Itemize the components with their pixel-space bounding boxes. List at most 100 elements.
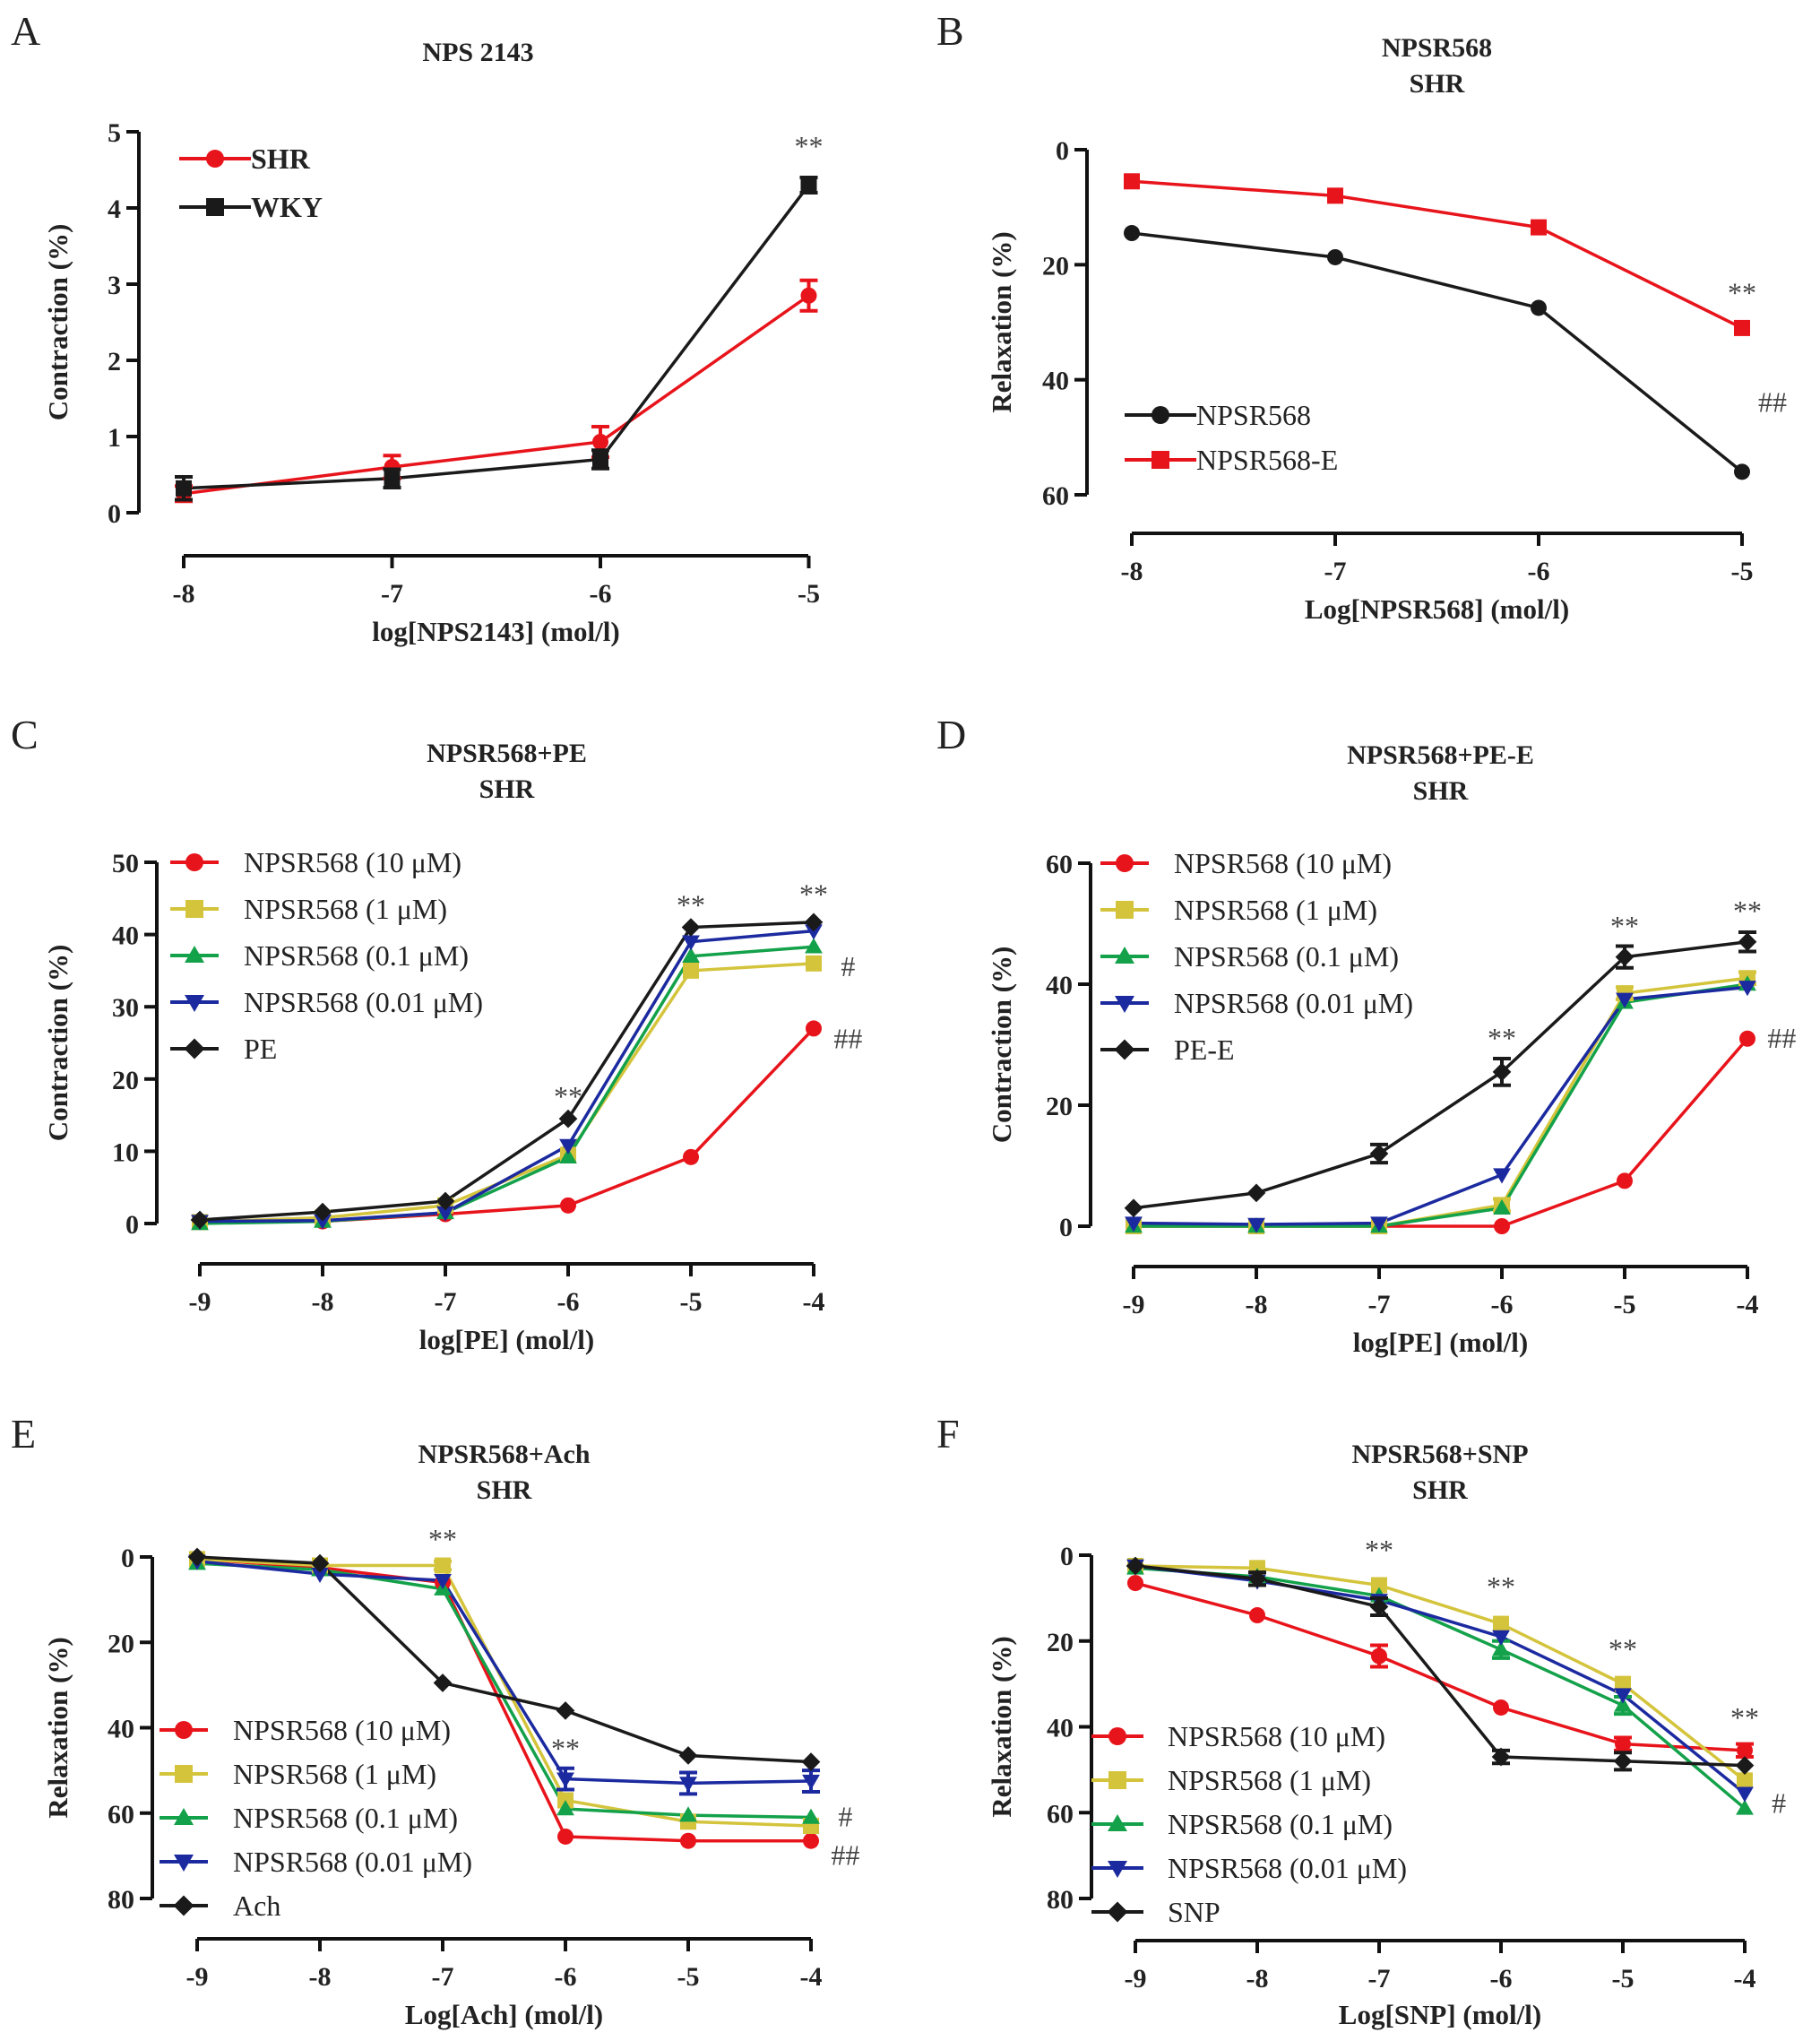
x-tick-label: -8	[1246, 1290, 1268, 1319]
data-point	[559, 1138, 577, 1155]
data-point	[1736, 1799, 1754, 1815]
x-tick-label: -5	[798, 579, 820, 609]
data-point	[1615, 1675, 1631, 1692]
data-point	[1370, 1216, 1388, 1232]
legend-label: SNP	[1168, 1896, 1221, 1928]
series-line	[183, 184, 810, 490]
data-point	[806, 1020, 822, 1037]
y-tick-label: 3	[108, 271, 121, 300]
data-point	[682, 947, 700, 963]
significance-annotation: #	[1772, 1787, 1786, 1820]
significance-annotation: **	[1487, 1570, 1515, 1603]
y-tick-label: 40	[1047, 1714, 1074, 1743]
series-line	[199, 929, 815, 1224]
y-tick-label: 1	[108, 423, 121, 453]
y-tick-label: 20	[1042, 251, 1069, 281]
series-1	[196, 1557, 812, 1828]
legend-marker-icon	[185, 995, 204, 1012]
legend-item: SNP	[1091, 1896, 1221, 1928]
legend-marker-icon	[1108, 1814, 1127, 1831]
legend-marker-icon	[1115, 996, 1134, 1013]
significance-annotation: **	[1488, 1022, 1516, 1054]
y-axis-label: Relaxation (%)	[42, 1637, 73, 1818]
legend-item: NPSR568 (0.1 μM)	[1091, 1808, 1393, 1840]
y-tick-label: 20	[108, 1629, 134, 1658]
data-point	[1369, 1144, 1389, 1163]
significance-annotation: **	[799, 878, 828, 910]
data-point	[683, 1148, 699, 1165]
y-tick-label: 0	[1060, 1542, 1074, 1571]
legend-item: NPSR568 (0.01 μM)	[160, 1846, 472, 1878]
legend-item: NPSR568 (0.01 μM)	[170, 986, 483, 1018]
data-point	[436, 1191, 455, 1211]
x-tick-label: -4	[800, 1962, 823, 1992]
data-point	[592, 433, 608, 450]
legend-label: PE	[244, 1033, 277, 1065]
legend-label: NPSR568 (10 μM)	[233, 1714, 451, 1746]
legend-item: NPSR568 (1 μM)	[160, 1758, 436, 1790]
data-point	[1492, 1630, 1510, 1646]
data-point	[1615, 947, 1635, 966]
y-tick-label: 20	[1046, 1092, 1073, 1121]
series-line	[200, 1027, 815, 1224]
data-point	[1124, 173, 1140, 190]
series-1	[183, 184, 810, 490]
data-point	[1739, 1030, 1755, 1047]
legend-marker-icon	[174, 1855, 194, 1872]
significance-annotation: ##	[1758, 385, 1787, 418]
x-tick-label: -7	[432, 1962, 454, 1992]
chart-panel-e: E NPSR568+Ach SHR 0 20 40 60 80 -9 -8 -7 -6 -5 -4 Log[…	[11, 1411, 859, 2030]
legend-marker-icon	[206, 150, 224, 168]
chart-title: NPS 2143	[422, 38, 533, 67]
y-tick-label: 80	[1047, 1885, 1074, 1915]
legend-label: NPSR568 (0.01 μM)	[244, 986, 483, 1018]
data-point	[1493, 1198, 1511, 1215]
data-point	[190, 1210, 210, 1230]
data-point	[683, 962, 699, 979]
x-tick-label: -6	[1528, 557, 1550, 586]
x-tick-label: -4	[1737, 1290, 1759, 1319]
x-tick-label: -5	[1614, 1290, 1636, 1319]
series-line	[196, 1555, 812, 1764]
x-tick-label: -6	[557, 1287, 580, 1317]
series-points-4	[187, 1547, 821, 1771]
y-tick-label: 5	[108, 118, 121, 148]
chart-title: SHR	[1413, 776, 1469, 806]
data-point	[1124, 225, 1140, 242]
legend-item: NPSR568	[1125, 399, 1311, 431]
chart-title: SHR	[1410, 69, 1465, 99]
legend-label: NPSR568-E	[1196, 444, 1338, 476]
legend-item: NPSR568 (1 μM)	[1100, 894, 1377, 926]
x-tick-label: -4	[803, 1287, 825, 1317]
x-tick-label: -8	[309, 1962, 332, 1992]
data-point	[1371, 1648, 1387, 1665]
legend-label: NPSR568 (0.1 μM)	[1168, 1808, 1393, 1840]
data-point	[187, 1547, 207, 1567]
data-point	[1371, 1577, 1387, 1594]
legend-marker-icon	[174, 1808, 194, 1825]
legend-label: NPSR568 (10 μM)	[244, 846, 461, 878]
chart-panel-c: C NPSR568+PE SHR 0 10 20 30 40 50 -9 -8 -7 -6 -5 -4 log…	[11, 712, 862, 1355]
legend-item: NPSR568 (1 μM)	[1091, 1764, 1371, 1796]
chart-panel-d: D NPSR568+PE-E SHR 0 20 40 60 -9 -8 -7 -6 -5 -4 log[P…	[936, 712, 1796, 1358]
x-tick-label: -7	[1324, 557, 1347, 586]
legend: NPSR568 (10 μM) NPSR568 (1 μM) NPSR568 (0.…	[160, 1714, 472, 1922]
data-point	[592, 451, 608, 468]
panel-letter: F	[936, 1411, 960, 1457]
x-tick-label: -6	[1490, 1964, 1513, 1993]
series-line	[1134, 1564, 1747, 1782]
data-point	[311, 1567, 329, 1583]
data-point	[1735, 1756, 1755, 1775]
data-point	[558, 1109, 578, 1129]
x-tick-label: -5	[1731, 557, 1754, 586]
legend-marker-icon	[1115, 947, 1134, 964]
panel-letter: B	[936, 8, 964, 54]
legend-label: Ach	[233, 1890, 280, 1922]
legend-label: NPSR568 (1 μM)	[1168, 1764, 1371, 1796]
legend-marker-icon	[1107, 1901, 1128, 1923]
panel-letter: E	[11, 1411, 36, 1457]
data-point	[1615, 1735, 1631, 1752]
panel-letter: A	[11, 8, 40, 54]
series-line	[196, 1557, 811, 1843]
